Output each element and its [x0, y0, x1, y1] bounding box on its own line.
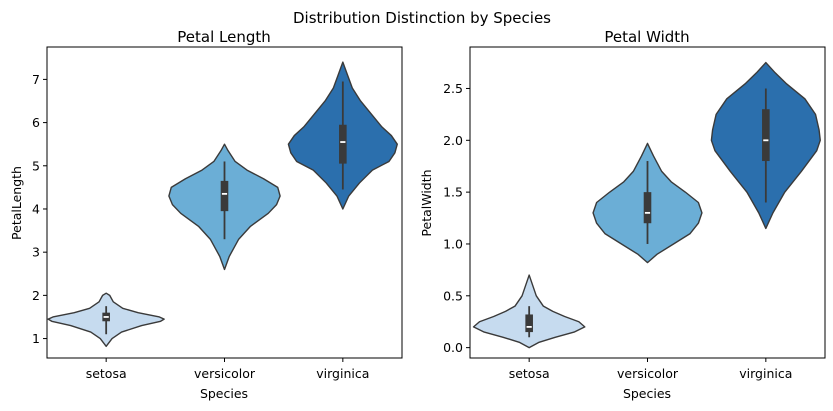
- panel-title: Petal Width: [604, 28, 689, 46]
- panel-petal-length: Petal Length Species PetalLength setosa v…: [9, 28, 403, 401]
- iqr-box-versicolor: [643, 192, 652, 224]
- y-tick-label: 4: [32, 201, 40, 216]
- x-tick-group: setosa versicolor virginica: [86, 358, 369, 381]
- x-axis-label: Species: [200, 386, 248, 401]
- iqr-box-virginica: [339, 124, 347, 164]
- y-tick-label: 7: [32, 72, 40, 87]
- y-tick-label: 0.0: [443, 340, 463, 355]
- x-tick-label: virginica: [739, 366, 792, 381]
- y-axis-label: PetalLength: [9, 166, 24, 240]
- x-tick-label: setosa: [509, 366, 550, 381]
- y-axis-label: PetalWidth: [419, 169, 434, 236]
- x-tick-label: setosa: [86, 366, 127, 381]
- plot-frame: [46, 46, 403, 359]
- violin-group: [472, 61, 821, 349]
- y-tick-label: 1.0: [443, 236, 463, 251]
- x-tick-label: virginica: [316, 366, 369, 381]
- x-tick-label: versicolor: [617, 366, 679, 381]
- iqr-box-virginica: [762, 109, 770, 162]
- y-tick-label: 1: [32, 331, 40, 346]
- y-tick-label: 5: [32, 158, 40, 173]
- plot-frame: [469, 46, 826, 359]
- y-tick-label: 2.5: [443, 81, 463, 96]
- figure-suptitle: Distribution Distinction by Species: [293, 9, 551, 27]
- x-tick-label: versicolor: [194, 366, 256, 381]
- y-tick-label: 1.5: [443, 185, 463, 200]
- x-axis-label: Species: [623, 386, 671, 401]
- y-tick-label: 6: [32, 115, 40, 130]
- x-tick-group: setosa versicolor virginica: [509, 358, 792, 381]
- y-tick-label: 3: [32, 245, 40, 260]
- y-tick-label: 0.5: [443, 288, 463, 303]
- iqr-box-setosa: [525, 314, 533, 333]
- panel-title: Petal Length: [177, 28, 271, 46]
- iqr-box-versicolor: [220, 180, 229, 212]
- y-tick-group: 1 2 3 4 5 6 7: [32, 72, 47, 346]
- y-tick-label: 2.0: [443, 133, 463, 148]
- violin-group: [47, 61, 398, 348]
- y-tick-label: 2: [32, 288, 40, 303]
- panel-petal-width: Petal Width Species PetalWidth setosa ver…: [419, 28, 826, 401]
- y-tick-group: 0.0 0.5 1.0 1.5 2.0 2.5: [443, 81, 470, 355]
